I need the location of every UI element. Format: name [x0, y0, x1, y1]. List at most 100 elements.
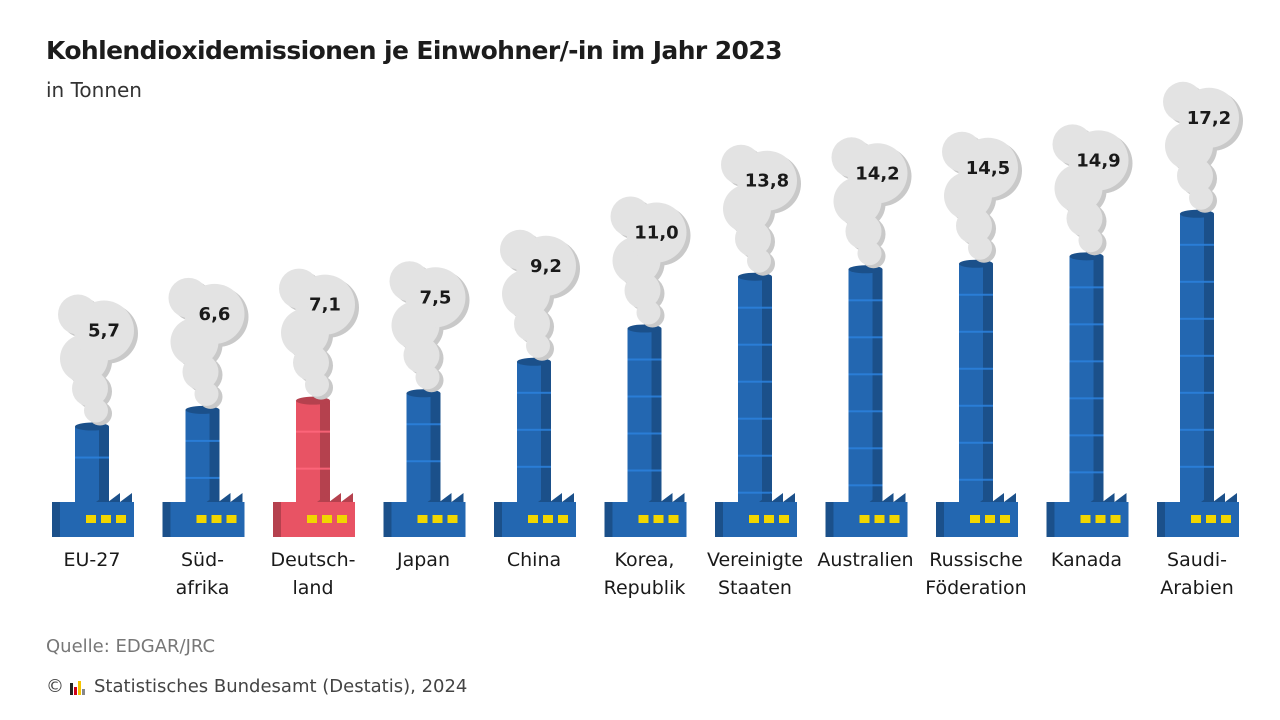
- factory-shadow: [494, 502, 502, 537]
- smoke-cloud: [168, 277, 249, 409]
- smoke-cloud: [279, 268, 359, 400]
- chimney-band: [848, 336, 883, 339]
- smoke-cloud: [1163, 81, 1243, 213]
- chimney-band: [1180, 243, 1214, 246]
- factory-window: [101, 515, 111, 523]
- factory-roof: [1201, 493, 1237, 502]
- category-label: Russische: [929, 549, 1023, 571]
- chimney-bar: 13,8 Vereinigte Staaten: [707, 144, 803, 599]
- chimney-band: [1180, 280, 1214, 283]
- factory-window: [337, 515, 347, 523]
- chimney-bar: 6,6 Süd-afrika: [162, 277, 249, 599]
- chimney-band: [1180, 465, 1214, 468]
- factory-window: [749, 515, 759, 523]
- factory-shadow: [936, 502, 944, 537]
- chimney-band: [1069, 471, 1104, 474]
- factory-roof: [317, 493, 353, 502]
- chimney-band: [627, 358, 662, 361]
- value-label: 13,8: [745, 171, 789, 192]
- factory-shadow: [715, 502, 723, 537]
- factory-window: [638, 515, 649, 523]
- factory-shadow: [52, 502, 60, 537]
- factory-roof: [206, 493, 243, 502]
- factory-roof: [538, 493, 574, 502]
- chimney-band: [517, 465, 551, 468]
- chimney-band: [296, 430, 330, 433]
- category-label: China: [507, 549, 561, 571]
- category-label: land: [292, 577, 333, 599]
- chimney-bar: 7,1 Deutsch-land: [270, 268, 359, 599]
- factory-window: [432, 515, 443, 523]
- factory-window: [543, 515, 553, 523]
- chimney-band: [1180, 317, 1214, 320]
- factory-shadow: [1157, 502, 1165, 537]
- chimney-band: [75, 456, 109, 459]
- factory-window: [196, 515, 207, 523]
- value-label: 14,2: [855, 163, 899, 184]
- chimney-band: [959, 330, 993, 333]
- chimney-shadow: [1204, 213, 1214, 503]
- publisher-name: Statistisches Bundesamt (Destatis), 2024: [94, 676, 468, 697]
- chimney-bar: 14,2 Australien: [817, 137, 914, 571]
- value-label: 9,2: [530, 256, 562, 277]
- chimney-band: [738, 380, 772, 383]
- chimney-band: [1069, 397, 1104, 400]
- factory-window: [1000, 515, 1010, 523]
- factory-window: [1110, 515, 1121, 523]
- factory-window: [307, 515, 317, 523]
- category-label: Staaten: [718, 577, 792, 599]
- factory-window: [211, 515, 222, 523]
- chimney-band: [959, 478, 993, 481]
- chimney-band: [627, 395, 662, 398]
- factory-window: [1206, 515, 1216, 523]
- category-label: Arabien: [1160, 577, 1234, 599]
- factory-window: [764, 515, 774, 523]
- chimney-band: [296, 467, 330, 470]
- chimney-band: [406, 460, 441, 463]
- factory-window: [668, 515, 679, 523]
- factory-window: [226, 515, 237, 523]
- chimney-shadow: [983, 263, 993, 502]
- chimney-band: [738, 306, 772, 309]
- factory-shadow: [825, 502, 834, 537]
- chimney-band: [1180, 354, 1214, 357]
- chimney-band: [627, 432, 662, 435]
- value-label: 6,6: [199, 304, 231, 325]
- factory-shadow: [162, 502, 171, 537]
- chimney-band: [959, 441, 993, 444]
- chimney-band: [959, 367, 993, 370]
- smoke-cloud: [389, 261, 470, 393]
- factory-roof: [427, 493, 464, 502]
- chimney-band: [1069, 360, 1104, 363]
- factory-window: [558, 515, 568, 523]
- chimney-band: [738, 491, 772, 494]
- factory-roof: [980, 493, 1016, 502]
- chimney-band: [848, 410, 883, 413]
- factory-shadow: [273, 502, 281, 537]
- factory-window: [417, 515, 428, 523]
- chimney-band: [959, 404, 993, 407]
- smoke-cloud: [500, 229, 580, 361]
- chimney-bar: 17,2 Saudi- Arabien: [1157, 81, 1243, 599]
- chimney-shadow: [1093, 256, 1104, 502]
- smoke-cloud: [721, 144, 801, 276]
- destatis-logo-icon: [70, 680, 85, 695]
- chimney-band: [517, 391, 551, 394]
- factory-window: [86, 515, 96, 523]
- factory-window: [447, 515, 458, 523]
- factory-window: [322, 515, 332, 523]
- chimney-band: [848, 447, 883, 450]
- factory-window: [1080, 515, 1091, 523]
- category-label: Republik: [604, 577, 686, 599]
- factory-roof: [96, 493, 132, 502]
- copyright-line: © Statistisches Bundesamt (Destatis), 20…: [46, 676, 467, 697]
- factory-window: [653, 515, 664, 523]
- category-label: Japan: [396, 549, 450, 571]
- factory-window: [889, 515, 900, 523]
- chimney-shadow: [99, 426, 109, 502]
- chimney-band: [848, 484, 883, 487]
- chimney-band: [738, 343, 772, 346]
- chimney-band: [1180, 428, 1214, 431]
- factory-window: [1191, 515, 1201, 523]
